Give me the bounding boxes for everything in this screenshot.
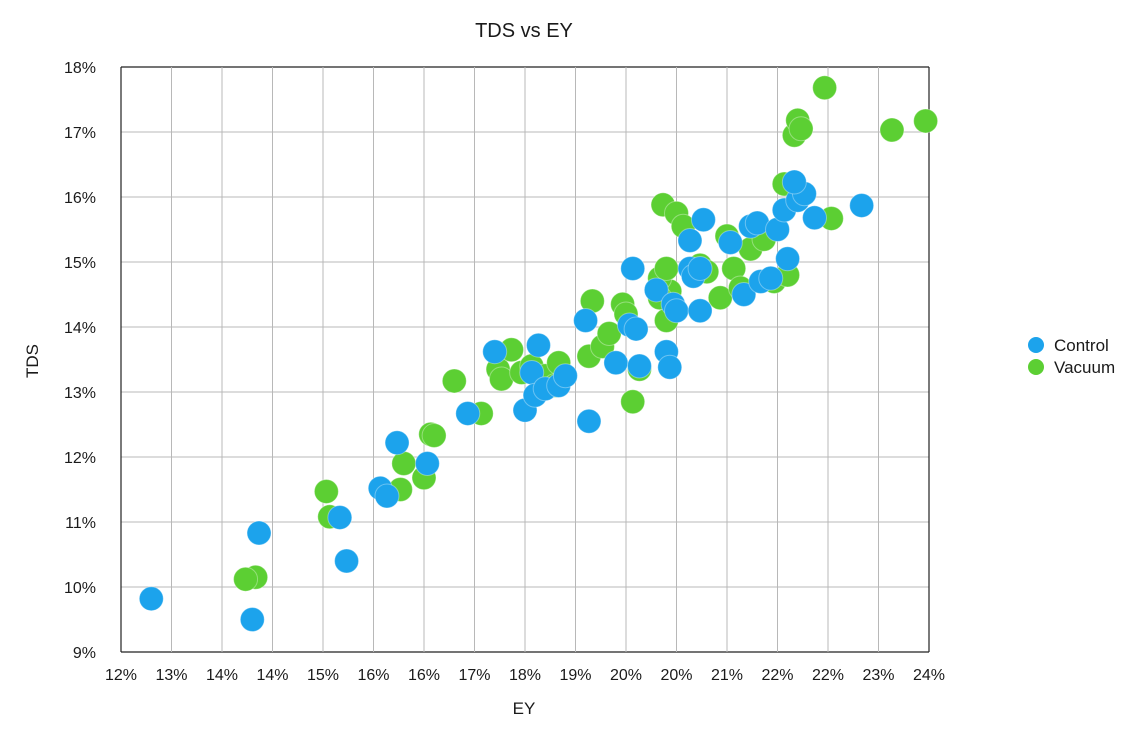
control-point <box>327 504 353 530</box>
x-tick-label: 12% <box>105 667 137 684</box>
control-point <box>626 353 652 379</box>
data-points <box>138 75 939 632</box>
control-point <box>620 256 646 281</box>
x-tick-label: 22% <box>812 667 844 684</box>
vacuum-point <box>913 108 939 134</box>
control-point <box>849 192 875 218</box>
legend-vacuum-marker <box>1028 359 1044 375</box>
y-tick-label: 16% <box>64 190 96 207</box>
control-point <box>374 483 400 509</box>
x-tick-label: 17% <box>458 667 490 684</box>
x-tick-label: 16% <box>408 667 440 684</box>
control-point <box>482 339 508 365</box>
x-tick-label: 21% <box>711 667 743 684</box>
chart-legend: Control Vacuum <box>1028 336 1115 377</box>
control-point <box>717 230 743 255</box>
control-point <box>576 408 602 434</box>
control-point <box>657 354 683 380</box>
control-point <box>525 332 551 358</box>
control-point <box>687 298 713 324</box>
x-axis-ticks: 12% 13% 14% 14% 15% 16% 16% 17% 18% 19% 20% 20% 21% 2… <box>105 667 945 684</box>
control-point <box>239 607 265 632</box>
y-tick-label: 12% <box>64 450 96 467</box>
vacuum-point <box>788 116 814 142</box>
legend-vacuum-label: Vacuum <box>1054 358 1115 377</box>
vacuum-point <box>707 285 733 311</box>
y-tick-label: 11% <box>65 515 96 532</box>
y-axis-ticks: 9% 10% 11% 12% 13% 14% 15% 16% 17% 18% <box>64 60 96 662</box>
x-tick-label: 15% <box>307 667 339 684</box>
x-tick-label: 24% <box>913 667 945 684</box>
x-tick-label: 14% <box>256 667 288 684</box>
control-point <box>643 277 669 303</box>
control-point <box>781 169 807 195</box>
vacuum-point <box>879 117 905 143</box>
legend-control-marker <box>1028 337 1044 353</box>
control-point <box>664 298 689 324</box>
control-point <box>677 228 703 254</box>
y-tick-label: 15% <box>64 255 96 272</box>
vacuum-point <box>233 566 259 592</box>
control-point <box>603 350 629 376</box>
control-point <box>690 207 716 233</box>
x-tick-label: 19% <box>559 667 591 684</box>
control-point <box>552 363 578 389</box>
vacuum-point <box>313 478 339 504</box>
control-point <box>246 520 272 546</box>
vacuum-point <box>812 75 838 101</box>
vacuum-point <box>441 368 467 394</box>
x-tick-label: 18% <box>509 667 541 684</box>
y-axis-title: TDS <box>23 344 42 378</box>
x-tick-label: 20% <box>610 667 642 684</box>
x-tick-label: 20% <box>660 667 692 684</box>
control-point <box>414 451 440 476</box>
control-point <box>334 548 360 574</box>
y-tick-label: 10% <box>64 580 96 597</box>
control-point <box>758 265 784 291</box>
control-point <box>687 256 713 281</box>
vacuum-point <box>421 423 447 449</box>
y-tick-label: 18% <box>64 60 96 77</box>
vacuum-point <box>653 256 679 281</box>
vacuum-point <box>620 389 646 415</box>
y-tick-label: 14% <box>64 320 96 337</box>
y-tick-label: 13% <box>64 385 96 402</box>
x-tick-label: 23% <box>862 667 894 684</box>
x-tick-label: 16% <box>357 667 389 684</box>
control-point <box>731 282 757 307</box>
y-tick-label: 17% <box>64 125 96 142</box>
control-point <box>455 400 481 426</box>
chart-title: TDS vs EY <box>475 20 573 42</box>
x-tick-label: 22% <box>761 667 793 684</box>
control-point <box>623 316 649 342</box>
control-point <box>138 586 164 612</box>
legend-control-label: Control <box>1054 336 1109 355</box>
x-tick-label: 13% <box>155 667 187 684</box>
vacuum-point <box>391 451 417 476</box>
control-point <box>573 308 599 333</box>
x-axis-title: EY <box>513 699 536 718</box>
x-tick-label: 14% <box>206 667 238 684</box>
control-point <box>384 430 410 456</box>
control-point <box>775 246 801 272</box>
control-point <box>802 205 828 231</box>
y-tick-label: 9% <box>73 645 96 662</box>
